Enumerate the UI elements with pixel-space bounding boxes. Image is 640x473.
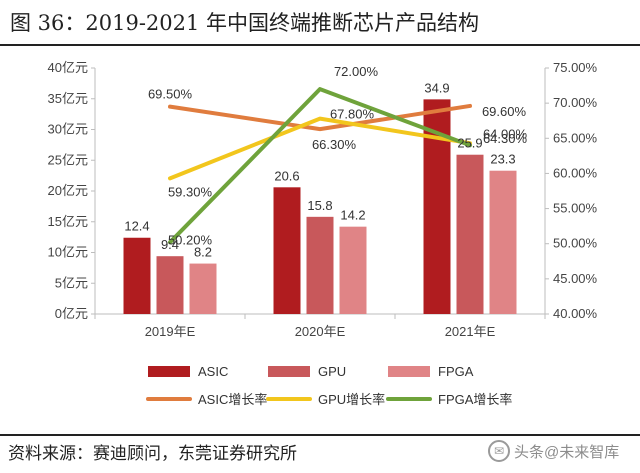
- x-tick-label: 2021年E: [445, 324, 496, 339]
- bar-data-label: 12.4: [124, 219, 149, 234]
- right-tick-label: 75.00%: [553, 60, 598, 75]
- bar-data-label: 34.9: [424, 80, 449, 95]
- legend-label: GPU增长率: [318, 392, 385, 407]
- legend-swatch: [148, 366, 190, 377]
- legend-label: FPGA增长率: [438, 392, 512, 407]
- line-data-label: 66.30%: [312, 137, 357, 152]
- legend-label: GPU: [318, 364, 346, 379]
- line-data-label: 64.00%: [483, 126, 528, 141]
- left-tick-label: 35亿元: [48, 91, 88, 106]
- x-tick-label: 2020年E: [295, 324, 346, 339]
- bar: [156, 256, 184, 314]
- legend-label: FPGA: [438, 364, 474, 379]
- bar: [123, 237, 151, 314]
- chart-title: 图 36：2019-2021 年中国终端推断芯片产品结构: [10, 11, 480, 35]
- watermark-text: 头条@未来智库: [514, 444, 620, 461]
- left-tick-label: 10亿元: [48, 245, 88, 260]
- legend-swatch: [388, 366, 430, 377]
- bar: [189, 263, 217, 314]
- left-tick-label: 5亿元: [55, 275, 88, 290]
- source-note: 资料来源：赛迪顾问，东莞证券研究所: [8, 444, 297, 464]
- left-tick-label: 15亿元: [48, 214, 88, 229]
- left-tick-label: 0亿元: [55, 306, 88, 321]
- left-tick-label: 25亿元: [48, 152, 88, 167]
- right-tick-label: 55.00%: [553, 201, 598, 216]
- bar: [456, 154, 484, 314]
- bar: [273, 187, 301, 314]
- bar: [339, 226, 367, 314]
- bar-data-label: 25.9: [457, 136, 482, 151]
- x-tick-label: 2019年E: [145, 324, 196, 339]
- right-tick-label: 50.00%: [553, 236, 598, 251]
- series-line: [168, 116, 472, 181]
- line-data-label: 72.00%: [334, 64, 379, 79]
- series-line: [168, 87, 472, 245]
- line-data-label: 67.80%: [330, 107, 375, 122]
- series-line: [168, 103, 472, 132]
- line-data-label: 69.50%: [148, 87, 193, 102]
- legend-label: ASIC增长率: [198, 392, 267, 407]
- left-tick-label: 20亿元: [48, 183, 88, 198]
- chart: 0亿元 5亿元 10亿元 15亿元 20亿元 25亿元 30亿元 35亿元 40亿元 40.00%…: [48, 60, 598, 407]
- bar: [489, 170, 517, 314]
- wechat-icon: ✉: [488, 440, 510, 462]
- bar-data-label: 14.2: [340, 208, 365, 223]
- line-data-label: 69.60%: [482, 104, 527, 119]
- right-tick-label: 65.00%: [553, 130, 598, 145]
- line-data-label: 50.20%: [168, 232, 213, 247]
- right-tick-label: 40.00%: [553, 306, 598, 321]
- left-tick-label: 30亿元: [48, 122, 88, 137]
- bar-data-label: 9.4: [161, 237, 179, 252]
- bar-data-label: 20.6: [274, 168, 299, 183]
- legend-label: ASIC: [198, 364, 228, 379]
- right-tick-label: 70.00%: [553, 95, 598, 110]
- left-tick-label: 40亿元: [48, 60, 88, 75]
- bar-data-label: 8.2: [194, 245, 212, 260]
- line-data-label: 59.30%: [168, 184, 213, 199]
- line-data-label: 64.30%: [483, 131, 528, 146]
- top-rule: [0, 44, 640, 46]
- bar-data-label: 23.3: [490, 152, 515, 167]
- bar-data-label: 15.8: [307, 198, 332, 213]
- legend-swatch: [268, 366, 310, 377]
- bottom-rule: [0, 434, 640, 436]
- right-tick-label: 45.00%: [553, 271, 598, 286]
- right-tick-label: 60.00%: [553, 165, 598, 180]
- bar: [306, 216, 334, 314]
